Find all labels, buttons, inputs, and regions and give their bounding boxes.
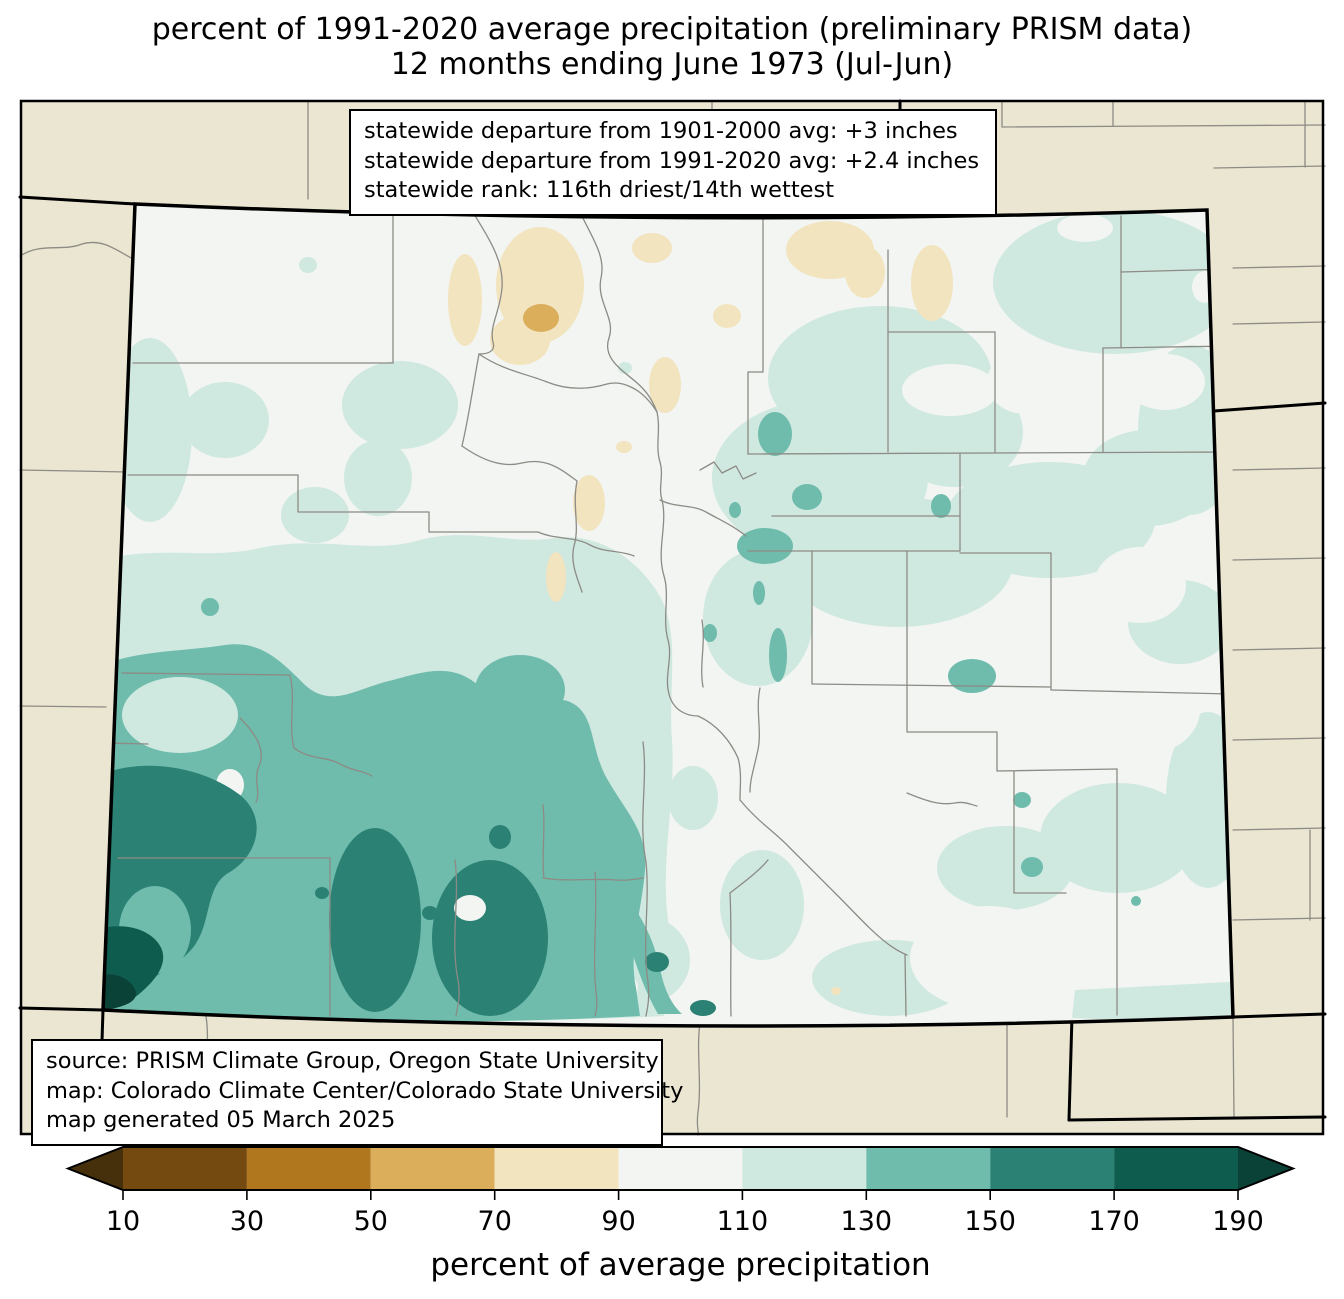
- map-frame: [19, 99, 1325, 1136]
- tick-label-70: 70: [478, 1206, 512, 1237]
- tick-label-190: 190: [1212, 1206, 1264, 1237]
- tick-label-30: 30: [230, 1206, 264, 1237]
- tick-label-130: 130: [841, 1206, 893, 1237]
- map-credit-line: map: Colorado Climate Center/Colorado St…: [46, 1077, 684, 1104]
- source-attribution-box: source: PRISM Climate Group, Oregon Stat…: [31, 1039, 684, 1147]
- colorbar-under-arrow: [68, 1147, 123, 1190]
- stats-line-departure-1991: statewide departure from 1991-2020 avg: …: [364, 147, 980, 174]
- colorbar: 10 30 50 70 90 110 130 150 170 190: [65, 1146, 1296, 1237]
- colorbar-axis-label: percent of average precipitation: [430, 1247, 931, 1283]
- stats-line-departure-1901: statewide departure from 1901-2000 avg: …: [364, 118, 958, 144]
- generated-date-line: map generated 05 March 2025: [46, 1107, 396, 1134]
- colorbar-tick-labels: 10 30 50 70 90 110 130 150 170 190: [106, 1206, 1264, 1237]
- title-line-2: 12 months ending June 1973 (Jul-Jun): [390, 47, 954, 83]
- tick-label-170: 170: [1088, 1206, 1140, 1237]
- colorado-precip-fill: [103, 204, 1233, 1026]
- colorbar-ticks: [122, 1190, 1239, 1200]
- tick-label-150: 150: [964, 1206, 1016, 1237]
- colorado-county-lines: [103, 211, 1233, 1017]
- tick-label-50: 50: [354, 1206, 388, 1237]
- tick-label-10: 10: [106, 1206, 140, 1237]
- stats-line-rank: statewide rank: 116th driest/14th wettes…: [364, 177, 835, 204]
- colorbar-over-arrow: [1238, 1147, 1293, 1190]
- statewide-stats-box: statewide departure from 1901-2000 avg: …: [349, 109, 997, 217]
- tick-label-110: 110: [717, 1206, 769, 1237]
- tick-label-90: 90: [601, 1206, 635, 1237]
- page-title: percent of 1991-2020 average precipitati…: [0, 12, 1344, 83]
- source-line: source: PRISM Climate Group, Oregon Stat…: [46, 1048, 659, 1074]
- title-line-1: percent of 1991-2020 average precipitati…: [151, 12, 1193, 47]
